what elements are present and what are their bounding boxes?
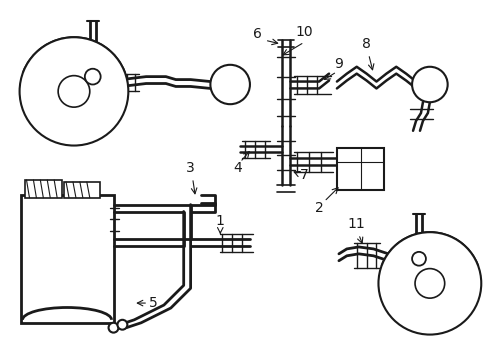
Text: 11: 11 [347, 217, 365, 231]
Circle shape [58, 76, 90, 107]
Text: 2: 2 [314, 201, 323, 215]
Bar [24, 180, 62, 198]
Text: 4: 4 [233, 161, 242, 175]
Circle shape [378, 232, 480, 334]
Text: 3: 3 [186, 161, 195, 175]
Circle shape [210, 65, 249, 104]
Text: 10: 10 [295, 25, 312, 39]
Text: 1: 1 [215, 214, 224, 228]
Bar [64, 182, 100, 198]
Text: 5: 5 [149, 296, 158, 310]
Text: 8: 8 [362, 37, 370, 51]
Circle shape [117, 320, 127, 330]
Circle shape [414, 269, 444, 298]
Circle shape [84, 69, 101, 85]
Bar [336, 148, 384, 190]
Text: 9: 9 [334, 57, 343, 71]
Circle shape [108, 323, 118, 333]
Circle shape [411, 252, 425, 266]
Text: 6: 6 [253, 27, 262, 41]
Circle shape [411, 67, 447, 102]
Bar [20, 195, 114, 323]
Text: 7: 7 [299, 168, 308, 182]
Circle shape [20, 37, 128, 145]
